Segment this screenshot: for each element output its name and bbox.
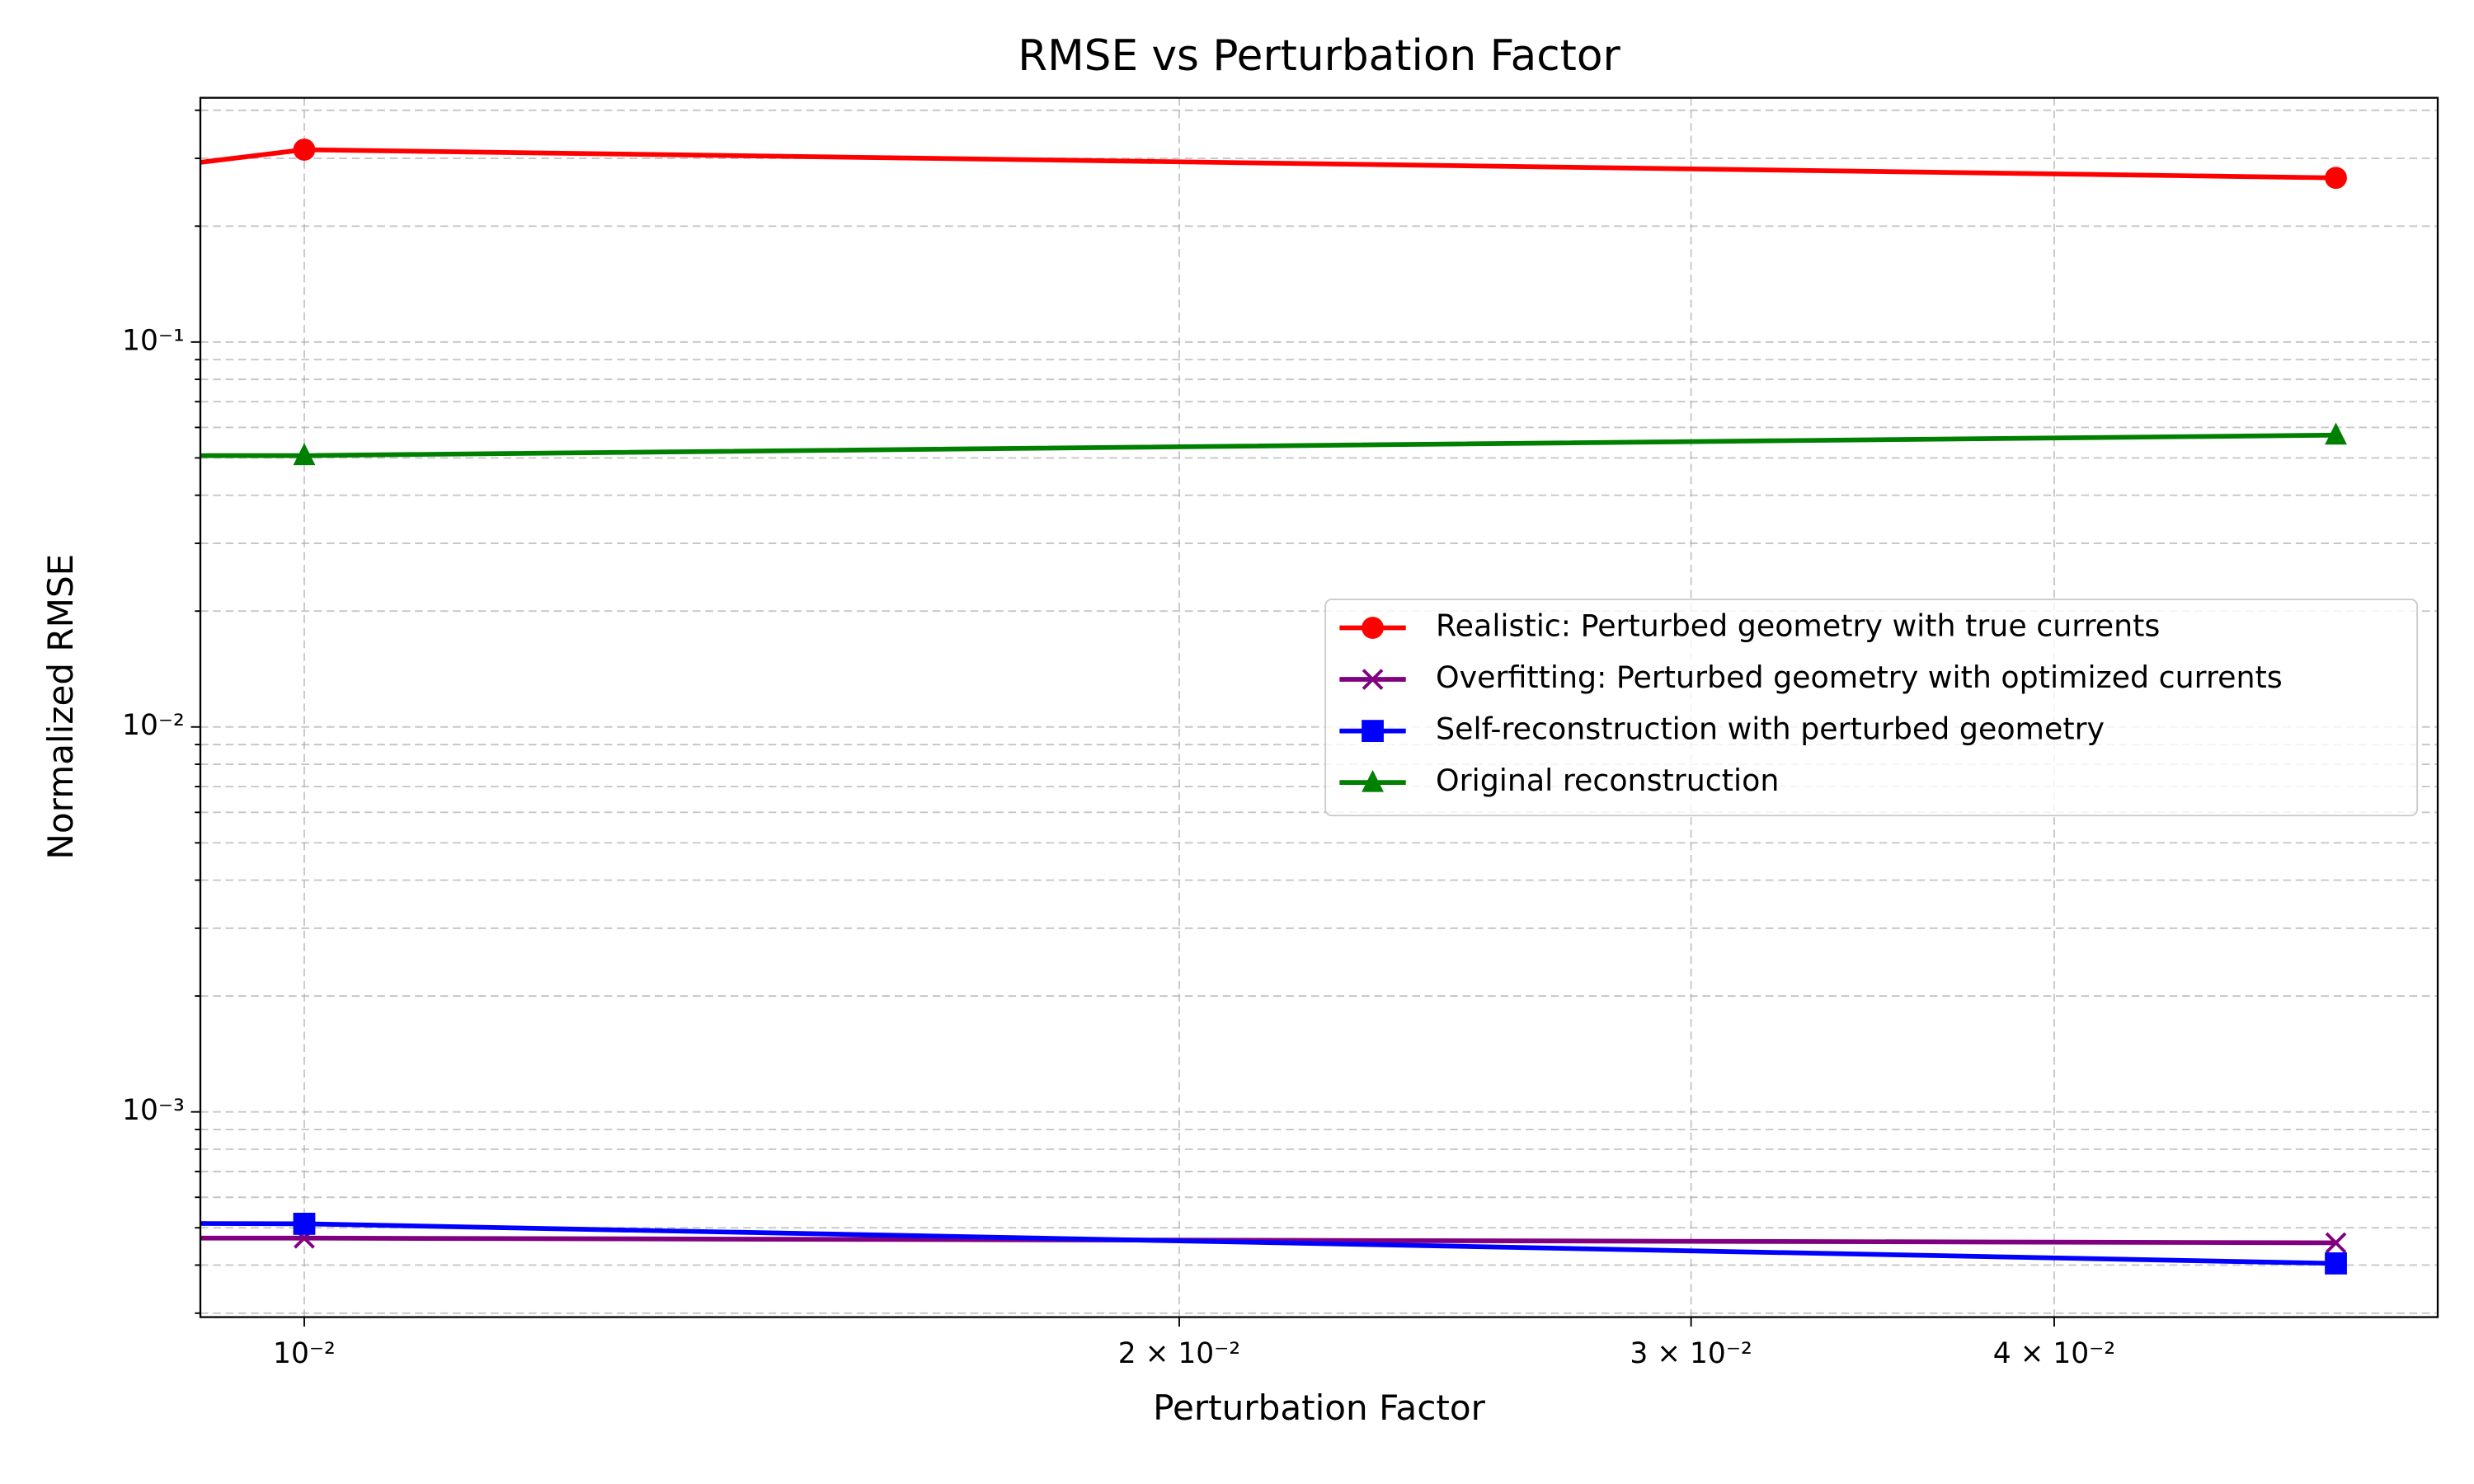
series-line (200, 432, 2336, 458)
chart-title: RMSE vs Perturbation Factor (1018, 31, 1620, 81)
legend-box (1324, 599, 2419, 817)
x-tick-label: 3 × 10⁻² (1630, 1337, 1752, 1370)
grid (200, 97, 2438, 1317)
marker (1362, 769, 1384, 792)
marker (293, 1213, 316, 1235)
marker (1362, 669, 1384, 690)
legend-label: Realistic: Perturbed geometry with true … (1436, 608, 2160, 643)
marker (293, 443, 316, 466)
y-axis-label: Normalized RMSE (40, 554, 81, 860)
y-tick-label: 10⁻² (122, 709, 185, 742)
legend: Realistic: Perturbed geometry with true … (1324, 599, 2419, 817)
x-tick-label: 10⁻² (273, 1337, 336, 1370)
x-tick-label: 2 × 10⁻² (1118, 1337, 1240, 1370)
plot-area (200, 139, 2347, 1275)
marker (2325, 422, 2347, 445)
x-axis-label: Perturbation Factor (1153, 1388, 1486, 1428)
marker (2325, 1232, 2347, 1254)
ticks: 10⁻² 2 × 10⁻² 3 × 10⁻² 4 × 10⁻² 10⁻³ 10⁻² 10⁻¹ (122, 109, 2115, 1370)
marker (1362, 720, 1384, 742)
legend-label: Overfitting: Perturbed geometry with opt… (1436, 660, 2283, 695)
marker (2325, 1252, 2347, 1275)
y-tick-label: 10⁻³ (122, 1094, 185, 1127)
legend-label: Self-reconstruction with perturbed geome… (1436, 711, 2105, 747)
marker (2325, 167, 2347, 190)
axes-frame (199, 96, 2439, 1318)
marker (293, 139, 316, 161)
x-tick-label: 4 × 10⁻² (1993, 1337, 2115, 1370)
y-tick-label: 10⁻¹ (122, 324, 185, 357)
marker (1362, 617, 1384, 639)
series-line (200, 147, 2336, 181)
legend-label: Original reconstruction (1436, 763, 1779, 798)
